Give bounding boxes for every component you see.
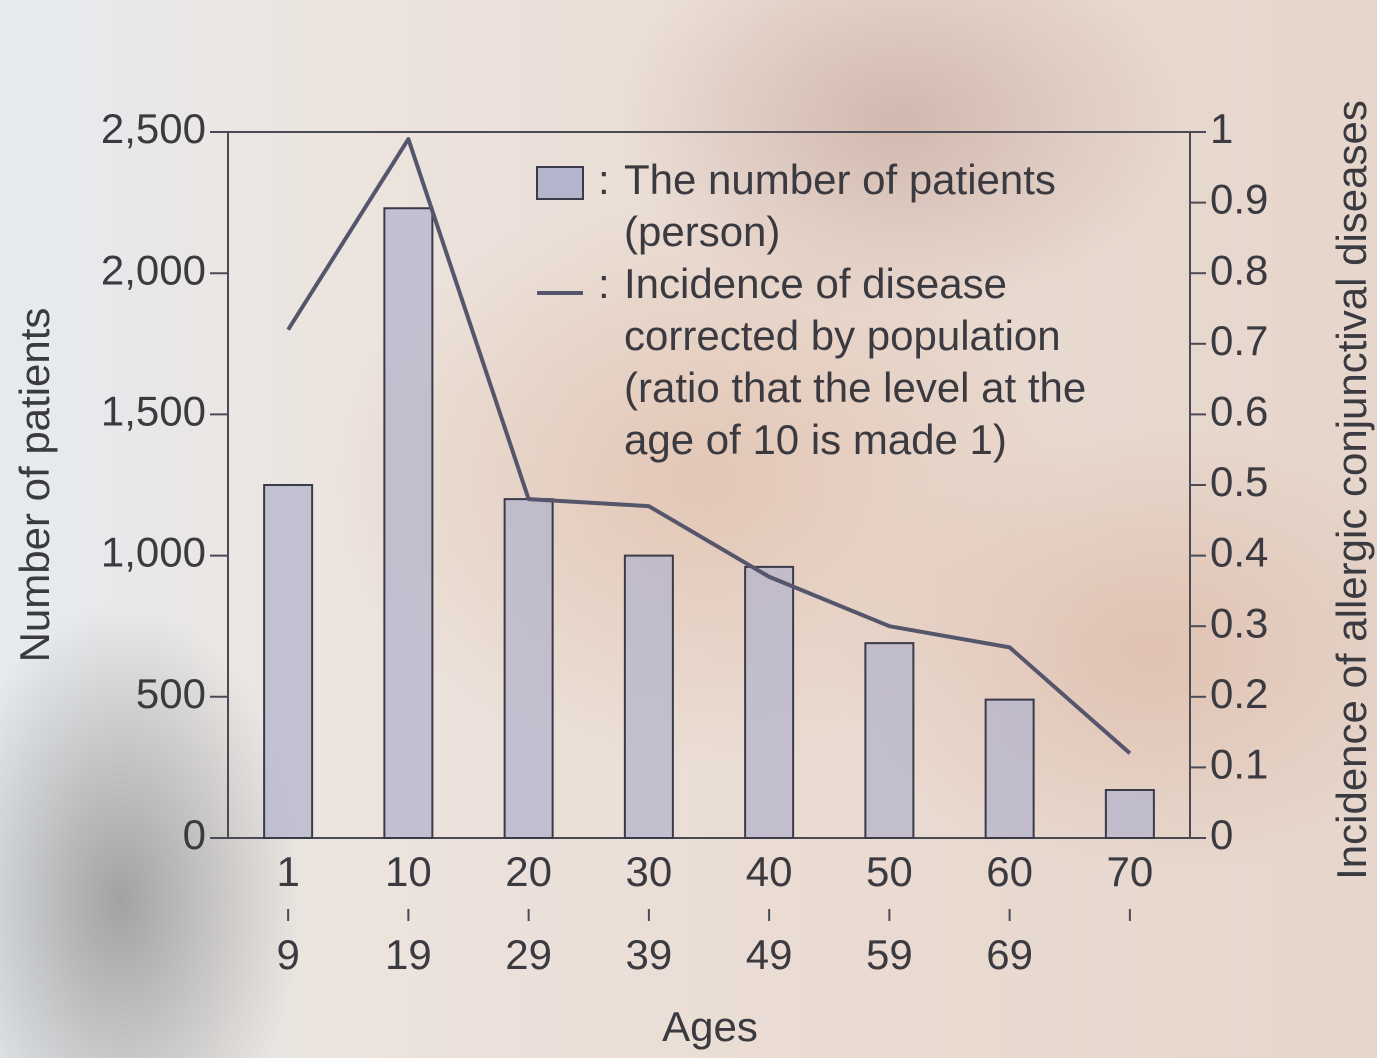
y2-tick-label: 0.4 xyxy=(1210,529,1268,576)
screen: Ages Number of patients Incidence of all… xyxy=(0,0,1377,1058)
x-tick-label: 30 xyxy=(626,848,673,895)
y2-tick-label: 0.3 xyxy=(1210,599,1268,646)
y2-tick-label: 0.6 xyxy=(1210,387,1268,434)
y2-tick-label: 0.2 xyxy=(1210,670,1268,717)
bar xyxy=(986,700,1034,838)
legend-label: (ratio that the level at the xyxy=(624,364,1086,411)
y2-tick-label: 0 xyxy=(1210,811,1233,858)
legend-prefix: : xyxy=(598,156,610,203)
bar xyxy=(505,499,553,838)
x-tick-label: 20 xyxy=(505,848,552,895)
x-tick-label: 70 xyxy=(1107,848,1154,895)
y-tick-label: 500 xyxy=(136,670,206,717)
y2-axis-title: Incidence of allergic conjunctival disea… xyxy=(1328,100,1375,880)
y2-tick-label: 0.5 xyxy=(1210,458,1268,505)
x-tick-label: 39 xyxy=(626,931,673,978)
bar xyxy=(865,643,913,838)
bar xyxy=(1106,790,1154,838)
x-axis-title: Ages xyxy=(662,1003,758,1050)
legend-prefix: : xyxy=(598,260,610,307)
y-tick-label: 2,500 xyxy=(101,105,206,152)
x-tick-label: 69 xyxy=(986,931,1033,978)
y2-tick-label: 1 xyxy=(1210,105,1233,152)
y-axis-title: Number of patients xyxy=(11,308,58,663)
x-tick-label: 9 xyxy=(276,931,299,978)
bar xyxy=(384,208,432,838)
legend-label: age of 10 is made 1) xyxy=(624,416,1007,463)
y-tick-label: 2,000 xyxy=(101,246,206,293)
x-tick-label: 60 xyxy=(986,848,1033,895)
x-tick-label: 10 xyxy=(385,848,432,895)
x-tick-label: 50 xyxy=(866,848,913,895)
x-tick-label: 49 xyxy=(746,931,793,978)
bar xyxy=(264,485,312,838)
bar xyxy=(625,556,673,838)
y-tick-label: 1,000 xyxy=(101,529,206,576)
x-tick-label: 29 xyxy=(505,931,552,978)
x-tick-label: 1 xyxy=(276,848,299,895)
y2-tick-label: 0.1 xyxy=(1210,740,1268,787)
legend-label: (person) xyxy=(624,208,780,255)
legend-label: The number of patients xyxy=(624,156,1056,203)
legend-label: corrected by population xyxy=(624,312,1061,359)
y-tick-label: 0 xyxy=(183,811,206,858)
chart: Ages Number of patients Incidence of all… xyxy=(0,0,1377,1058)
legend-label: Incidence of disease xyxy=(624,260,1007,307)
y-tick-label: 1,500 xyxy=(101,387,206,434)
x-tick-label: 40 xyxy=(746,848,793,895)
bar xyxy=(745,567,793,838)
legend-swatch xyxy=(537,167,583,199)
y2-tick-label: 0.8 xyxy=(1210,246,1268,293)
x-tick-label: 59 xyxy=(866,931,913,978)
y2-tick-label: 0.9 xyxy=(1210,176,1268,223)
x-tick-label: 19 xyxy=(385,931,432,978)
y2-tick-label: 0.7 xyxy=(1210,317,1268,364)
